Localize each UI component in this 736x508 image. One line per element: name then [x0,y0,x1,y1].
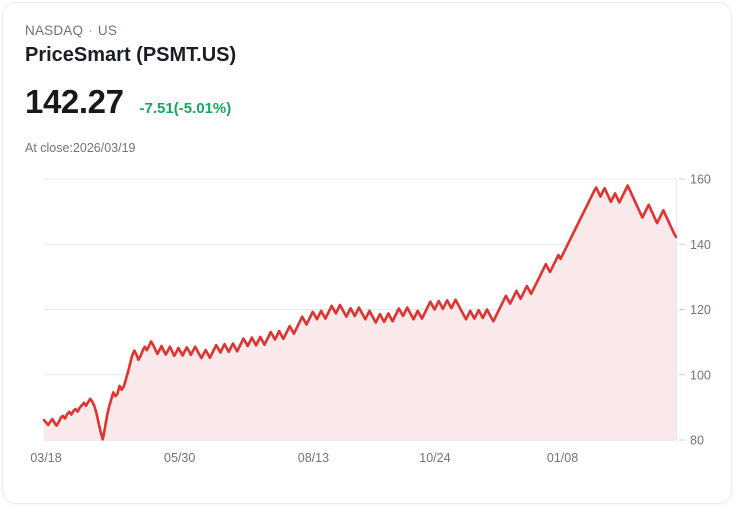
region-code: US [97,23,118,38]
price-change: -7.51(-5.01%) [139,100,232,117]
exchange-region-line: NASDAQ · US [25,23,625,39]
last-price: 142.27 [25,83,124,120]
y-tick-label: 140 [690,238,711,252]
x-tick-label: 08/13 [298,451,329,465]
x-tick-label: 05/30 [164,451,195,465]
x-tick-label: 01/08 [547,451,578,465]
bullet-separator-icon: · [88,23,93,38]
y-axis-labels: 160 140 120 100 80 [690,173,711,448]
x-axis-labels: 03/18 05/30 08/13 10/24 01/08 [30,451,578,465]
exchange-name: NASDAQ [25,23,84,38]
session-status: At close:2026/03/19 [25,141,136,155]
price-chart[interactable]: 160 140 120 100 80 03/18 05/30 08/13 10/24 01/08 [3,163,732,483]
x-tick-label: 03/18 [30,451,61,465]
price-area-fill [44,185,676,440]
y-tick-label: 100 [690,368,711,382]
y-tick-label: 160 [690,173,711,187]
page-title: PriceSmart (PSMT.US) [25,44,237,66]
price-row: 142.27 -7.51(-5.01%) [25,83,231,121]
price-chart-svg[interactable]: 160 140 120 100 80 03/18 05/30 08/13 10/24 01/08 [3,163,732,483]
x-tick-label: 10/24 [419,451,450,465]
y-tick-label: 80 [690,434,704,448]
quote-header: NASDAQ · US PriceSmart (PSMT.US) [25,23,625,68]
y-tick-label: 120 [690,303,711,317]
price-line [42,184,678,441]
